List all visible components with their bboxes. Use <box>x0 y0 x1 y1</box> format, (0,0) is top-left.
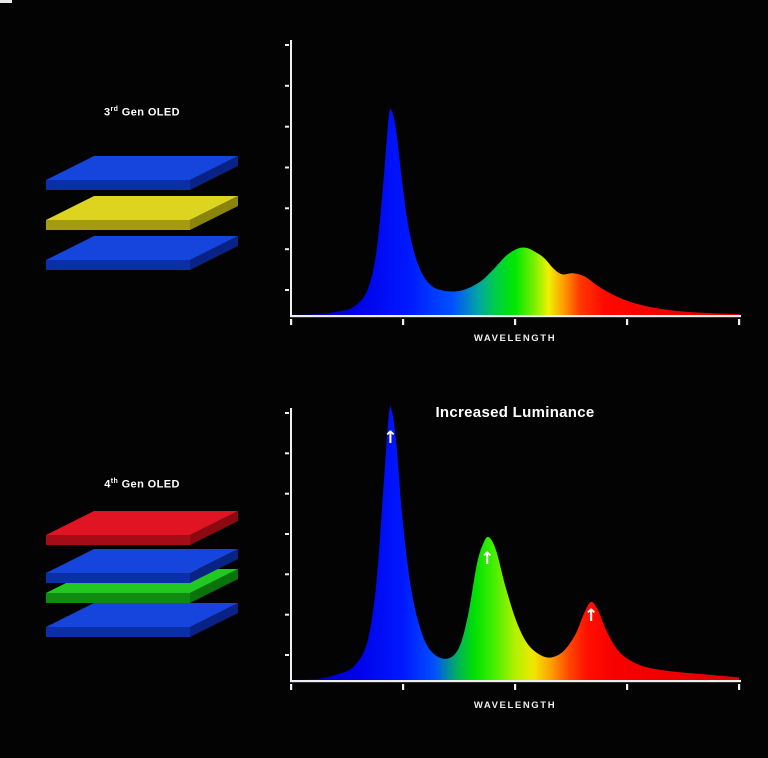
gen4-xaxis-label: WAVELENGTH <box>473 700 557 711</box>
y-axis-tick <box>285 412 289 414</box>
spectrum-area <box>291 108 739 315</box>
y-axis-tick <box>285 84 289 87</box>
increase-arrow-icon: ↑ <box>584 606 598 626</box>
y-axis-tick <box>285 613 289 616</box>
gen4-label: 4th Gen OLED <box>57 478 227 491</box>
oled-layer-yellow <box>46 196 238 230</box>
y-axis-line <box>290 408 292 681</box>
x-axis-tick <box>626 684 629 690</box>
gen3-emission-spectrum-chart <box>285 40 741 325</box>
x-axis-tick <box>290 684 293 690</box>
gen3-layer-stack-diagram <box>46 156 238 270</box>
y-axis-tick <box>285 44 289 46</box>
gen4-emission-spectrum-chart: ↑ ↑ ↑ <box>285 406 741 690</box>
y-axis-tick <box>285 492 289 495</box>
x-axis-line <box>290 680 741 683</box>
y-axis-tick <box>285 533 289 535</box>
gen3-xaxis-label: WAVELENGTH <box>473 333 557 344</box>
gen4-label-number: 4 <box>104 478 111 491</box>
x-axis-tick <box>290 319 293 325</box>
y-axis-tick <box>285 289 289 291</box>
oled-layer-blue <box>46 236 238 270</box>
oled-layer-blue <box>46 156 238 190</box>
y-axis-tick <box>285 166 289 169</box>
gen4-chart-title: Increased Luminance <box>435 404 595 421</box>
oled-layer-blue <box>46 603 238 637</box>
gen3-label: 3rd Gen OLED <box>57 106 227 119</box>
increase-arrow-icon: ↑ <box>383 428 397 448</box>
x-axis-line <box>290 315 741 318</box>
x-axis-tick <box>402 319 405 325</box>
x-axis-tick <box>738 319 741 325</box>
y-axis-tick <box>285 452 289 455</box>
x-axis-tick <box>626 319 629 325</box>
increase-arrow-icon: ↑ <box>480 549 494 569</box>
y-axis-tick <box>285 207 289 210</box>
gen4-label-text: Gen OLED <box>118 478 180 491</box>
x-axis-tick <box>402 684 405 690</box>
y-axis-tick <box>285 654 289 656</box>
gen3-label-ordinal: rd <box>110 106 119 113</box>
y-axis-line <box>290 40 292 316</box>
gen3-label-text: Gen OLED <box>118 106 180 119</box>
x-axis-tick <box>514 684 517 690</box>
y-axis-tick <box>285 248 289 251</box>
gen3-label-number: 3 <box>103 106 111 119</box>
y-axis-tick <box>285 573 289 576</box>
y-axis-tick <box>285 125 289 128</box>
x-axis-tick <box>738 684 741 690</box>
oled-layer-red <box>46 511 238 545</box>
x-axis-tick <box>514 319 517 325</box>
chart-axes <box>285 408 741 690</box>
stray-corner-mark <box>0 0 12 3</box>
gen4-label-ordinal: th <box>110 478 119 485</box>
chart-axes <box>285 40 741 325</box>
gen4-layer-stack-diagram <box>46 511 238 637</box>
spectrum-area <box>291 406 739 680</box>
oled-layer-blue <box>46 549 238 583</box>
